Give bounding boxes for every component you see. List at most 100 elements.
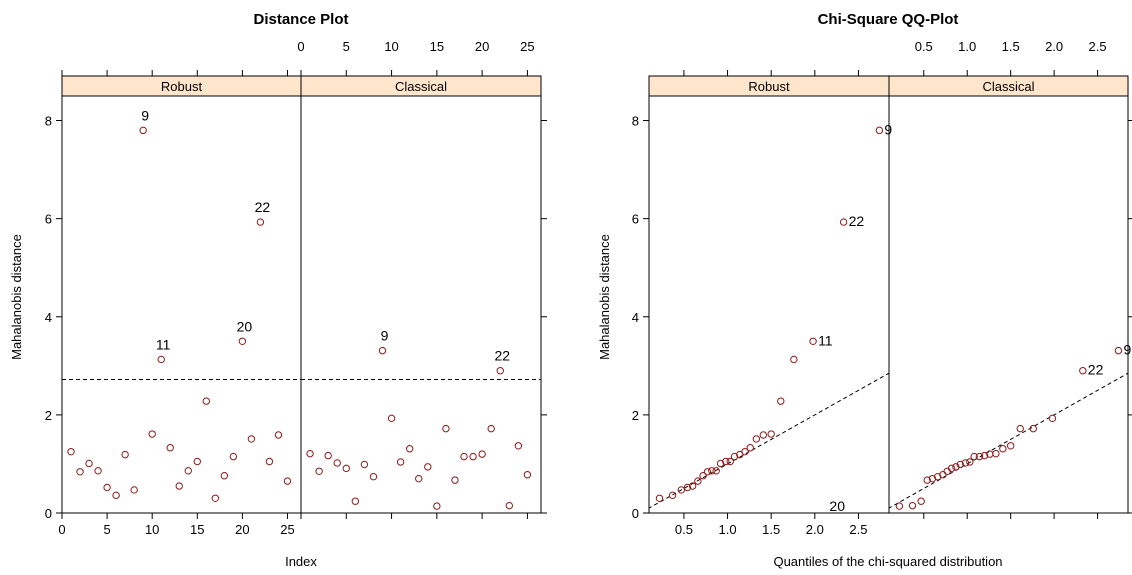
x-tick-label: 20 bbox=[235, 522, 249, 537]
x-tick-label: 15 bbox=[430, 39, 444, 54]
panel-content bbox=[62, 126, 301, 502]
point-label: 20 bbox=[237, 318, 253, 334]
x-tick-label: 5 bbox=[343, 39, 350, 54]
data-point bbox=[487, 424, 495, 433]
strip-label: Robust bbox=[748, 79, 790, 94]
data-point bbox=[895, 502, 904, 510]
chi-square-qq-plot: Chi-Square QQ-Plot Quantiles of the chi-… bbox=[597, 11, 1132, 569]
data-point bbox=[1079, 367, 1087, 375]
panel-frame bbox=[300, 95, 542, 514]
panel-content bbox=[889, 346, 1128, 510]
data-point bbox=[433, 502, 441, 510]
data-point bbox=[730, 452, 739, 461]
y-tick-label: 6 bbox=[45, 212, 52, 227]
data-point bbox=[469, 452, 477, 461]
data-point bbox=[759, 431, 768, 439]
x-tick-label: 0 bbox=[297, 39, 304, 54]
data-point bbox=[351, 497, 360, 505]
data-point bbox=[699, 472, 707, 480]
x-tick-label: 2.0 bbox=[1045, 39, 1063, 54]
data-point bbox=[342, 464, 350, 473]
x-tick-label: 0.5 bbox=[915, 39, 933, 54]
point-label: 9 bbox=[884, 121, 892, 137]
data-point bbox=[668, 491, 677, 500]
y-tick-label: 2 bbox=[632, 408, 639, 423]
data-point bbox=[722, 457, 730, 466]
data-point bbox=[148, 430, 156, 438]
data-point bbox=[274, 431, 283, 439]
data-point bbox=[716, 459, 725, 468]
data-point bbox=[333, 459, 341, 467]
strip-label: Classical bbox=[395, 79, 447, 94]
data-point bbox=[683, 483, 692, 492]
point-label: 22 bbox=[255, 199, 271, 215]
data-point bbox=[928, 474, 937, 483]
data-point bbox=[451, 476, 459, 484]
data-point bbox=[157, 355, 165, 364]
data-point bbox=[777, 397, 785, 405]
point-label: 22 bbox=[494, 348, 510, 364]
x-tick-label: 2.5 bbox=[849, 522, 867, 537]
data-point bbox=[694, 477, 702, 485]
reference-line bbox=[649, 372, 889, 509]
x-axis-label: Quantiles of the chi-squared distributio… bbox=[773, 554, 1002, 569]
x-tick-label: 1.0 bbox=[719, 522, 737, 537]
data-point bbox=[184, 467, 192, 475]
data-point bbox=[961, 459, 970, 467]
panel-robust: Robust 11 20 22 9 0.5 1.0 1.5 2.0 2.5 bbox=[648, 70, 892, 537]
data-point bbox=[315, 467, 323, 475]
data-point bbox=[992, 449, 1000, 458]
data-point bbox=[790, 355, 798, 364]
y-tick-label: 0 bbox=[45, 506, 52, 521]
data-point bbox=[324, 451, 332, 460]
x-tick-label: 2.5 bbox=[1089, 39, 1107, 54]
point-label: 9 bbox=[381, 328, 389, 344]
x-tick-label: 25 bbox=[520, 39, 534, 54]
data-point bbox=[947, 464, 956, 473]
data-point bbox=[505, 501, 514, 510]
x-tick-label: 2.0 bbox=[806, 522, 824, 537]
data-point bbox=[741, 447, 749, 456]
data-point bbox=[220, 472, 229, 480]
data-point bbox=[229, 452, 238, 461]
data-point bbox=[726, 457, 734, 466]
panel-content bbox=[301, 346, 541, 510]
y-tick-label: 4 bbox=[632, 310, 639, 325]
point-label: 11 bbox=[156, 336, 171, 352]
x-tick-label: 0 bbox=[58, 522, 65, 537]
x-axis-label: Index bbox=[285, 554, 317, 569]
data-point bbox=[514, 442, 523, 450]
data-point bbox=[378, 346, 387, 355]
data-point bbox=[703, 468, 712, 476]
y-tick-label: 0 bbox=[632, 506, 639, 521]
y-tick-label: 6 bbox=[632, 212, 639, 227]
strip-label: Classical bbox=[982, 79, 1034, 94]
data-point bbox=[265, 457, 274, 466]
data-point bbox=[923, 476, 931, 484]
data-point bbox=[933, 472, 942, 481]
data-point bbox=[999, 445, 1007, 453]
data-point bbox=[460, 452, 468, 461]
point-label: 22 bbox=[1088, 362, 1104, 378]
data-point bbox=[415, 474, 423, 483]
data-point bbox=[688, 482, 697, 490]
data-point bbox=[980, 451, 989, 460]
data-point bbox=[975, 452, 984, 461]
panel-frame bbox=[648, 95, 890, 514]
data-point bbox=[746, 444, 754, 452]
y-tick-label: 8 bbox=[45, 114, 52, 129]
panel-frame bbox=[61, 95, 302, 514]
data-point bbox=[1114, 346, 1123, 355]
data-point bbox=[496, 367, 504, 375]
y-tick-label: 2 bbox=[45, 408, 52, 423]
data-point bbox=[956, 460, 964, 469]
data-point bbox=[112, 491, 120, 500]
data-point bbox=[360, 460, 369, 469]
x-tick-label: 1.5 bbox=[762, 522, 780, 537]
data-point bbox=[405, 445, 414, 453]
x-tick-label: 0.5 bbox=[675, 522, 693, 537]
y-axis-label: Mahalanobis distance bbox=[597, 234, 612, 360]
panel-robust: Robust 9 11 20 22 0 5 10 15 20 25 bbox=[58, 70, 302, 537]
data-point bbox=[94, 467, 102, 475]
data-point bbox=[966, 458, 974, 466]
